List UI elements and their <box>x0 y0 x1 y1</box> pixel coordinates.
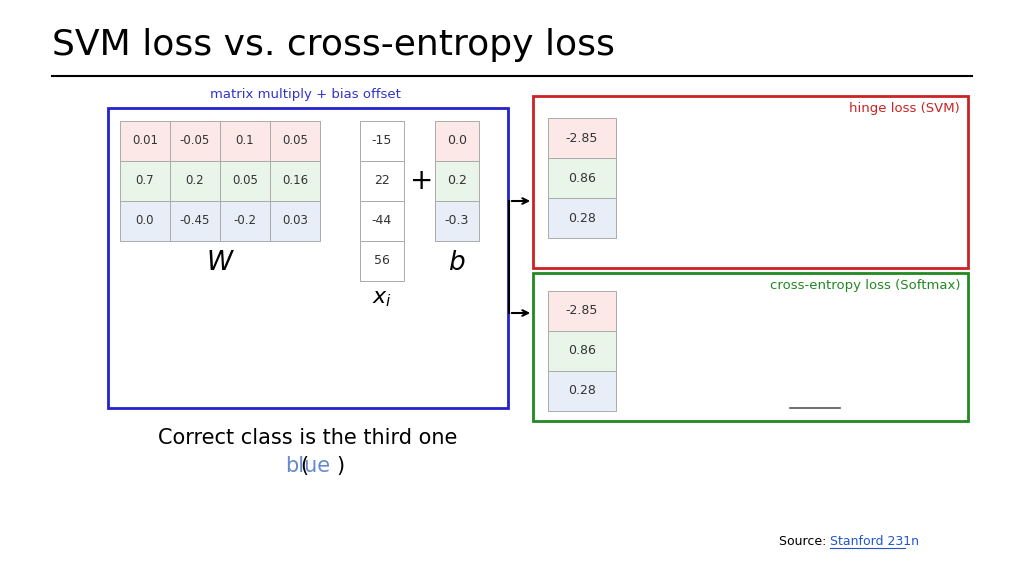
Text: matrix multiply + bias offset: matrix multiply + bias offset <box>210 88 400 101</box>
Bar <box>548 291 616 331</box>
Bar <box>120 201 170 241</box>
Text: 56: 56 <box>374 255 390 267</box>
Text: 0.03: 0.03 <box>282 214 308 228</box>
Text: -2.85: -2.85 <box>566 131 598 145</box>
Bar <box>360 201 404 241</box>
Text: SVM loss vs. cross-entropy loss: SVM loss vs. cross-entropy loss <box>52 28 614 62</box>
Text: (: ( <box>300 456 308 476</box>
Bar <box>548 198 616 238</box>
Text: 0.0: 0.0 <box>136 214 155 228</box>
Text: 0.2: 0.2 <box>447 175 467 188</box>
Text: $\mathit{W}$: $\mathit{W}$ <box>206 250 234 276</box>
Text: 0.86: 0.86 <box>568 344 596 358</box>
Bar <box>120 161 170 201</box>
Text: Source:: Source: <box>778 535 830 548</box>
Text: 0.86: 0.86 <box>568 172 596 184</box>
Bar <box>435 161 479 201</box>
Bar <box>108 108 508 408</box>
Text: Correct class is the third one: Correct class is the third one <box>159 428 458 448</box>
Text: -0.45: -0.45 <box>180 214 210 228</box>
Bar <box>270 201 319 241</box>
Bar <box>534 273 968 421</box>
Bar <box>435 121 479 161</box>
Text: 0.01: 0.01 <box>132 135 158 147</box>
Bar <box>270 121 319 161</box>
Text: -0.3: -0.3 <box>444 214 469 228</box>
Text: $+$: $+$ <box>409 167 431 195</box>
Text: -44: -44 <box>372 214 392 228</box>
Text: 0.1: 0.1 <box>236 135 254 147</box>
Text: $\mathit{b}$: $\mathit{b}$ <box>449 250 466 276</box>
Text: 0.28: 0.28 <box>568 211 596 225</box>
Text: 22: 22 <box>374 175 390 188</box>
Text: 0.0: 0.0 <box>447 135 467 147</box>
Text: -2.85: -2.85 <box>566 305 598 317</box>
Bar <box>548 331 616 371</box>
Bar <box>534 96 968 268</box>
Text: -15: -15 <box>372 135 392 147</box>
Bar <box>360 241 404 281</box>
Bar <box>548 371 616 411</box>
Text: Stanford 231n: Stanford 231n <box>830 535 919 548</box>
Text: cross-entropy loss (Softmax): cross-entropy loss (Softmax) <box>769 279 961 292</box>
Text: 0.2: 0.2 <box>185 175 205 188</box>
Text: 0.7: 0.7 <box>136 175 155 188</box>
Text: blue: blue <box>286 456 331 476</box>
Bar <box>170 201 220 241</box>
Text: 0.28: 0.28 <box>568 385 596 397</box>
Bar <box>170 121 220 161</box>
Bar <box>360 161 404 201</box>
Bar <box>270 161 319 201</box>
Bar <box>548 158 616 198</box>
Bar <box>220 161 270 201</box>
Text: hinge loss (SVM): hinge loss (SVM) <box>849 102 961 115</box>
Text: 0.05: 0.05 <box>232 175 258 188</box>
Text: -0.05: -0.05 <box>180 135 210 147</box>
Text: 0.05: 0.05 <box>282 135 308 147</box>
Text: $\mathit{x}_i$: $\mathit{x}_i$ <box>372 289 392 309</box>
Text: ): ) <box>336 456 344 476</box>
Bar <box>170 161 220 201</box>
Bar <box>548 118 616 158</box>
Text: 0.16: 0.16 <box>282 175 308 188</box>
Bar <box>120 121 170 161</box>
Text: -0.2: -0.2 <box>233 214 256 228</box>
Bar <box>220 201 270 241</box>
Bar <box>220 121 270 161</box>
Bar <box>360 121 404 161</box>
Bar <box>435 201 479 241</box>
